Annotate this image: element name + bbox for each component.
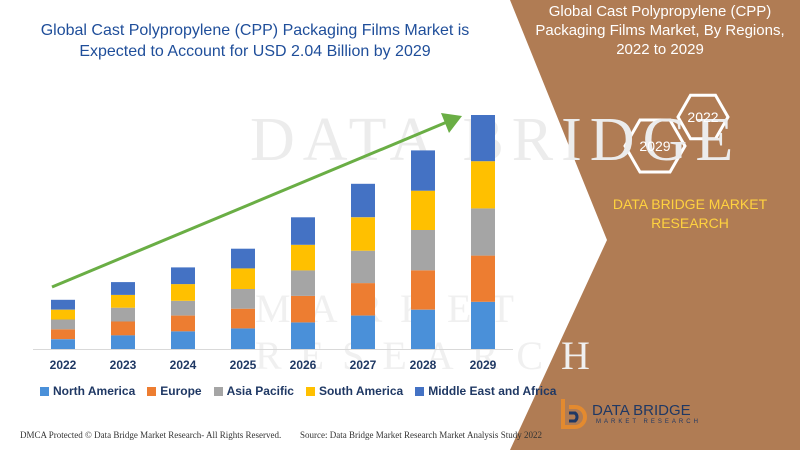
bar-segment <box>231 268 255 289</box>
hexagon-2022 <box>676 93 730 141</box>
legend-label: Europe <box>160 384 202 398</box>
legend-item: North America <box>40 384 135 398</box>
bar-segment <box>411 150 435 191</box>
bar-segment <box>231 289 255 309</box>
bar-segment <box>411 270 435 310</box>
bar-segment <box>51 309 75 320</box>
legend-swatch <box>305 386 315 396</box>
panel-title: Global Cast Polypropylene (CPP) Packagin… <box>535 3 785 58</box>
legend-label: Middle East and Africa <box>428 384 557 398</box>
bar-segment <box>291 244 315 271</box>
bar-segment <box>471 301 495 349</box>
bar-segment <box>471 115 495 162</box>
bar-segment <box>231 308 255 329</box>
footer-source: Source: Data Bridge Market Research Mark… <box>300 430 542 440</box>
bar-segment <box>171 284 195 301</box>
footer-copyright: DMCA Protected © Data Bridge Market Rese… <box>20 430 282 440</box>
x-tick-label: 2024 <box>170 358 197 372</box>
trend-arrow-line <box>51 120 448 289</box>
legend-item: Europe <box>147 384 202 398</box>
bar-segment <box>51 339 75 349</box>
legend-label: North America <box>53 384 136 398</box>
bar-segment <box>111 307 135 322</box>
bar-segment <box>351 283 375 316</box>
x-tick-label: 2022 <box>50 358 77 372</box>
bar-segment <box>171 331 195 349</box>
x-tick-label: 2026 <box>290 358 317 372</box>
legend-swatch <box>40 386 49 396</box>
bar-segment <box>351 183 375 218</box>
bar-segment <box>411 230 435 271</box>
bar-segment <box>291 295 315 323</box>
chart-legend: North America Europe Asia Pacific South Ame… <box>40 384 556 398</box>
x-tick-label: 2029 <box>470 358 497 372</box>
logo-text: DATA BRIDGE <box>592 402 691 419</box>
bar-segment <box>111 294 135 308</box>
legend-swatch <box>147 386 157 396</box>
legend-item: South America <box>305 384 404 398</box>
bar-segment <box>111 321 135 336</box>
chart-title: Global Cast Polypropylene (CPP) Packagin… <box>40 22 470 60</box>
bar-segment <box>111 335 135 349</box>
logo-subtext: MARKET RESEARCH <box>596 419 701 425</box>
legend-swatch <box>415 386 425 396</box>
bar-segment <box>111 282 135 295</box>
hexagon-2029 <box>623 118 687 174</box>
bar-segment <box>291 270 315 296</box>
legend-label: South America <box>318 384 404 398</box>
bar-segment <box>471 255 495 302</box>
x-tick-label: 2027 <box>350 358 377 372</box>
bar-segment <box>171 300 195 316</box>
hex-year-2029: 2029 <box>639 138 671 154</box>
legend-item: Asia Pacific <box>213 384 294 398</box>
bar-segment <box>291 322 315 349</box>
bar-segment <box>351 217 375 251</box>
bar-segment <box>471 208 495 256</box>
x-tick-label: 2025 <box>230 358 257 372</box>
bar-segment <box>291 217 315 245</box>
x-tick-label: 2028 <box>410 358 437 372</box>
legend-item: Middle East and Africa <box>415 384 556 398</box>
bar-segment <box>231 248 255 269</box>
trend-arrow-head <box>441 113 462 133</box>
bar-segment <box>471 161 495 209</box>
bar-segment <box>231 328 255 349</box>
bar-segment <box>351 250 375 284</box>
x-tick-label: 2023 <box>110 358 137 372</box>
bar-segment <box>171 315 195 332</box>
brand-name: DATA BRIDGE MARKET RESEARCH <box>612 196 768 231</box>
bar-segment <box>351 315 375 349</box>
bar-segment <box>51 319 75 330</box>
bar-segment <box>411 309 435 349</box>
legend-label: Asia Pacific <box>226 384 294 398</box>
logo-icon <box>561 399 587 429</box>
bar-segment <box>51 329 75 340</box>
hex-year-2022: 2022 <box>687 109 719 125</box>
bar-segment <box>411 190 435 230</box>
bar-segment <box>171 267 195 285</box>
legend-swatch <box>213 386 223 396</box>
bar-segment <box>51 299 75 310</box>
